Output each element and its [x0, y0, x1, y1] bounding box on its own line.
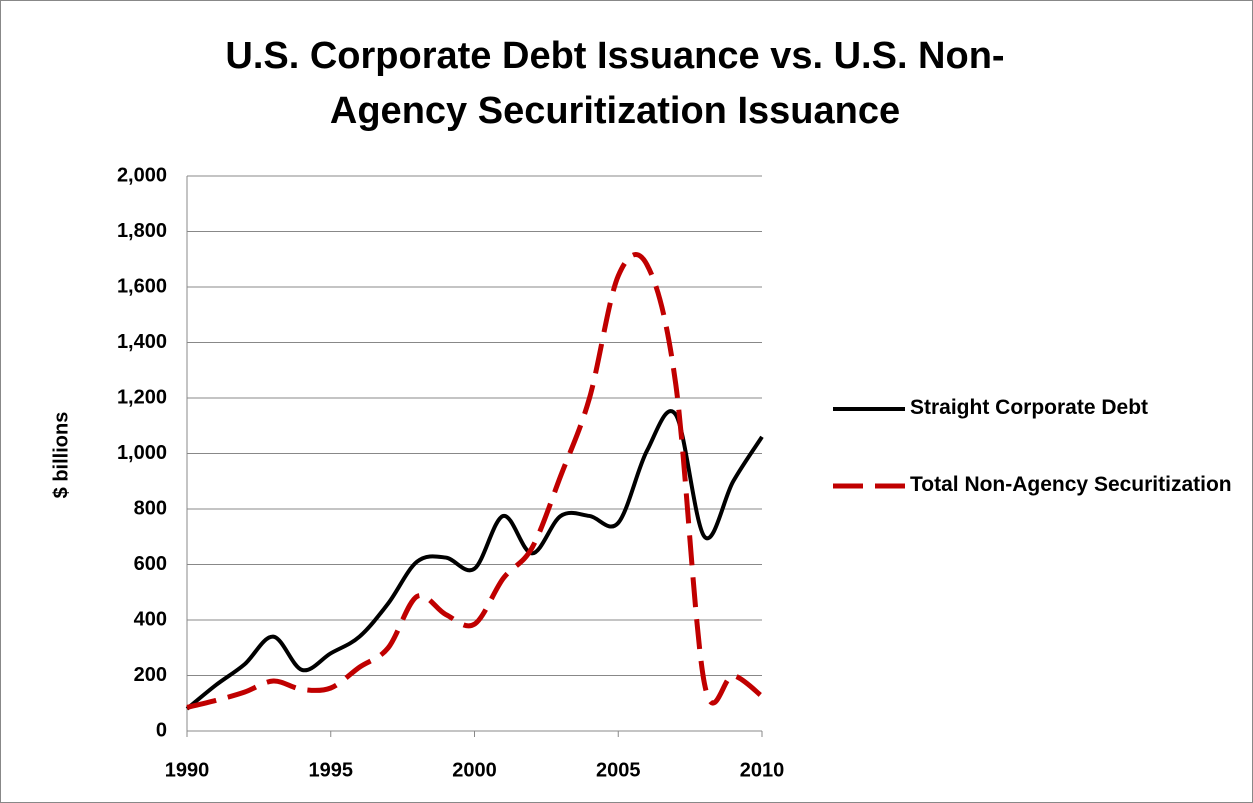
- y-tick-label: 1,000: [117, 442, 167, 464]
- y-tick-label: 600: [134, 553, 167, 575]
- series-line: [186, 252, 764, 710]
- chart-title: Agency Securitization Issuance: [330, 90, 900, 132]
- legend-label: Total Non-Agency Securitization: [910, 473, 1232, 496]
- y-axis-label: $ billions: [50, 412, 72, 499]
- series-line: [185, 409, 764, 711]
- x-tick-label: 2000: [452, 759, 497, 781]
- y-tick-label: 2,000: [117, 164, 167, 186]
- chart-title: U.S. Corporate Debt Issuance vs. U.S. No…: [225, 35, 1004, 77]
- y-tick-label: 1,200: [117, 386, 167, 408]
- legend-entry: Total Non-Agency Securitization: [910, 473, 1232, 496]
- y-tick-label: 1,600: [117, 275, 167, 297]
- x-tick-label: 1990: [165, 759, 210, 781]
- y-tick-label: 1,400: [117, 331, 167, 353]
- y-tick-label: 1,800: [117, 220, 167, 242]
- x-tick-label: 2005: [596, 759, 641, 781]
- x-tick-label: 2010: [740, 759, 785, 781]
- y-tick-label: 200: [134, 664, 167, 686]
- y-tick-label: 400: [134, 608, 167, 630]
- y-tick-label: 0: [156, 719, 167, 741]
- x-tick-label: 1995: [309, 759, 354, 781]
- legend-label: Straight Corporate Debt: [910, 396, 1149, 419]
- y-tick-label: 800: [134, 497, 167, 519]
- legend-entry: Straight Corporate Debt: [910, 396, 1149, 419]
